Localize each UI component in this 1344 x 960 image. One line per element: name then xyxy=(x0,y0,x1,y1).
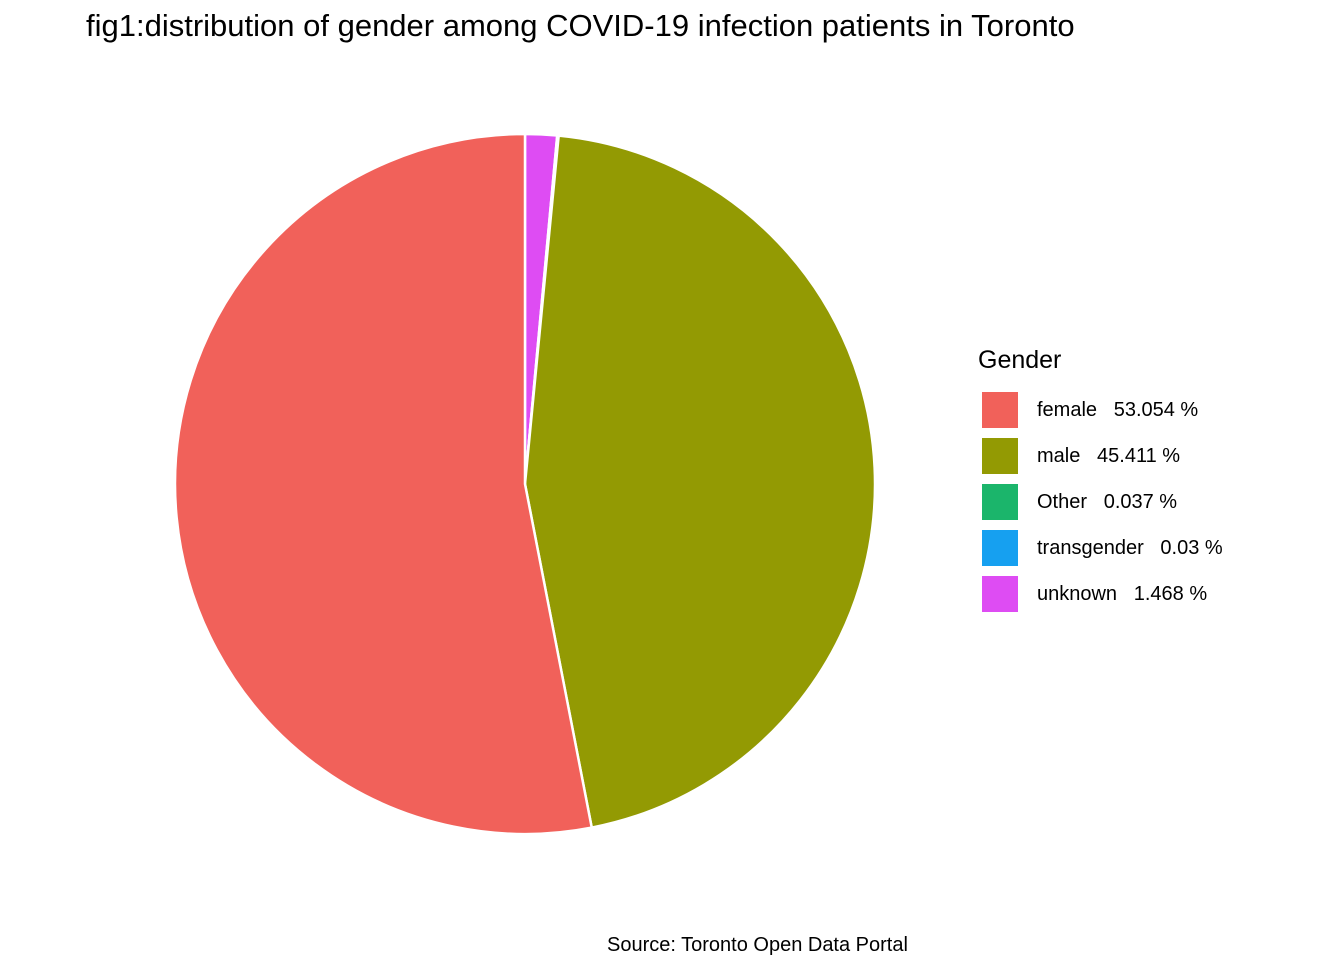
legend-label-transgender: transgender 0.03 % xyxy=(1037,536,1223,559)
legend-title: Gender xyxy=(978,346,1062,374)
chart-title: fig1:distribution of gender among COVID-… xyxy=(86,8,1075,43)
legend-item-male: male 45.411 % xyxy=(978,433,1223,479)
pie-slice-female xyxy=(173,132,593,836)
legend-item-other: Other 0.037 % xyxy=(978,479,1223,525)
legend-key-male xyxy=(981,437,1019,475)
legend-item-female: female 53.054 % xyxy=(978,387,1223,433)
legend-label-female: female 53.054 % xyxy=(1037,398,1199,421)
legend-label-unknown: unknown 1.468 % xyxy=(1037,582,1208,605)
legend: Gender female 53.054 % male 45.411 % Oth… xyxy=(978,346,1223,617)
legend-label-other: Other 0.037 % xyxy=(1037,490,1178,513)
legend-key-unknown xyxy=(981,575,1019,613)
chart-caption: Source: Toronto Open Data Portal xyxy=(607,934,908,956)
legend-item-unknown: unknown 1.468 % xyxy=(978,571,1223,617)
legend-label-male: male 45.411 % xyxy=(1037,444,1181,467)
legend-key-other xyxy=(981,483,1019,521)
legend-item-transgender: transgender 0.03 % xyxy=(978,525,1223,571)
pie-slice-male xyxy=(523,134,877,829)
legend-key-transgender xyxy=(981,529,1019,567)
legend-key-female xyxy=(981,391,1019,429)
